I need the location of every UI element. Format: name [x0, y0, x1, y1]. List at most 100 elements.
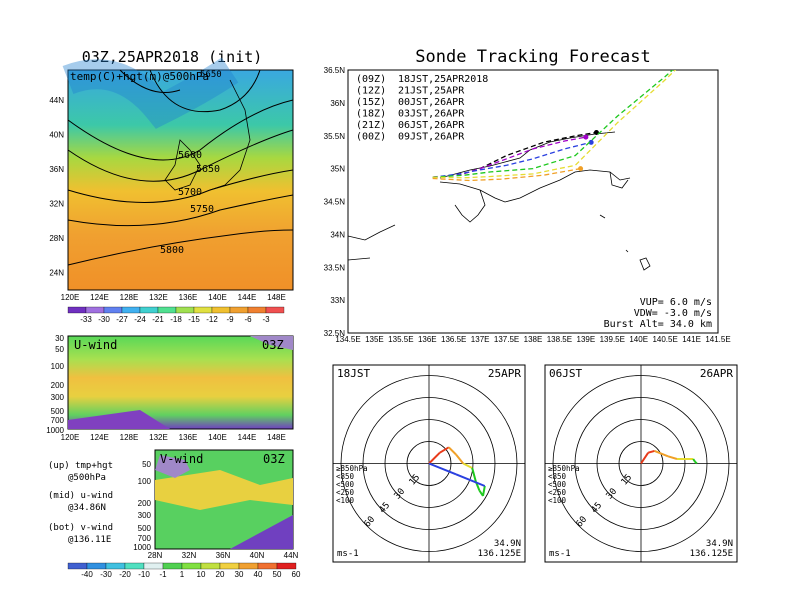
lat-tick-label: 24N	[49, 269, 64, 278]
colorbar-swatch	[181, 562, 202, 570]
run-legend-id: (09Z)	[356, 74, 386, 85]
lon-tick-label: 137E	[471, 335, 490, 344]
lon-tick-label: 132E	[149, 293, 168, 302]
contour-label: 5650	[196, 164, 220, 175]
colorbar-swatch	[276, 562, 297, 570]
p-tick-label: 1000	[133, 543, 151, 552]
hodograph-segment	[647, 449, 655, 454]
temp-colorbar: -33 -30 -27 -24 -21 -18 -15 -12 -9 -6 -3	[67, 306, 285, 324]
x-tick-label: 120E	[61, 433, 80, 442]
hodograph-segment	[428, 451, 441, 465]
lon-tick-label: 144E	[238, 293, 257, 302]
colorbar-swatch	[86, 562, 107, 570]
x-tick-label: 44N	[284, 551, 299, 560]
colorbar-tick-label: -30	[98, 315, 110, 324]
left-title: 03Z,25APR2018 (init)	[82, 48, 263, 66]
contour-label: 5800	[160, 245, 184, 256]
u-wind-time: 03Z	[262, 338, 284, 352]
wind-colorbar: -40 -30 -20 -10 -1 1 10 20 30 40 50 60	[67, 562, 301, 579]
lon-tick-label: 135E	[365, 335, 384, 344]
x-tick-label: 36N	[216, 551, 231, 560]
hodograph-segment	[694, 460, 698, 465]
hodograph-segment	[482, 485, 486, 497]
lon-tick-label: 140E	[629, 335, 648, 344]
hodograph-segment	[471, 467, 477, 482]
x-tick-label: 28N	[148, 551, 163, 560]
left-map: temp(C)+hgt(m)@500hPa 5650 5600 5650 570…	[62, 57, 294, 291]
lat-tick-label: 28N	[49, 234, 64, 243]
x-tick-label: 140E	[208, 433, 227, 442]
colorbar-swatch	[85, 306, 105, 314]
colorbar-swatch	[193, 306, 213, 314]
lon-tick-label: 148E	[267, 293, 286, 302]
lat-tick-label: 33N	[330, 296, 345, 305]
colorbar-tick-label: 30	[235, 570, 244, 579]
lon-tick-label: 139.5E	[600, 335, 625, 344]
colorbar-tick-label: -15	[188, 315, 200, 324]
lat-tick-label: 32.5N	[324, 329, 346, 338]
colorbar-tick-label: -33	[80, 315, 92, 324]
lon-tick-label: 138.5E	[547, 335, 572, 344]
colorbar-swatch	[200, 562, 221, 570]
lat-tick-label: 32N	[49, 200, 64, 209]
colorbar-swatch	[219, 562, 240, 570]
lon-tick-label: 135.5E	[388, 335, 413, 344]
x-tick-label: 32N	[182, 551, 197, 560]
p-tick-label: 300	[51, 393, 65, 402]
p-tick-label: 100	[51, 362, 65, 371]
lon-tick-label: 128E	[120, 293, 139, 302]
hodograph-time: 06JST	[549, 367, 582, 380]
colorbar-swatch	[162, 562, 183, 570]
run-legend: (09Z) 18JST,25APR2018 (12Z) 21JST,25APR (15Z…	[356, 74, 488, 143]
colorbar-swatch	[139, 306, 159, 314]
x-tick-label: 132E	[149, 433, 168, 442]
lon-tick-label: 139E	[577, 335, 596, 344]
contour-label: 5650	[200, 70, 222, 80]
level-legend: ≥850hPa	[548, 464, 580, 473]
colorbar-tick-label: -12	[206, 315, 218, 324]
run-legend-id: (00Z)	[356, 132, 386, 143]
legend-line: (up) tmp+hgt	[48, 461, 113, 471]
hodograph-time: 18JST	[337, 367, 370, 380]
hodograph-date: 25APR	[488, 367, 521, 380]
colorbar-tick-label: -21	[152, 315, 164, 324]
p-tick-label: 700	[51, 416, 65, 425]
right-lat-ticks: 36.5N 36N 35.5N 35N 34.5N 34N 33.5N 33N 32.5N	[324, 66, 346, 338]
colorbar-tick-label: -3	[262, 315, 270, 324]
lon-tick-label: 137.5E	[494, 335, 519, 344]
param-vdw: VDW= -3.0 m/s	[634, 308, 712, 319]
colorbar-tick-label: 10	[197, 570, 206, 579]
track-end-marker	[593, 129, 599, 135]
hodograph-segment	[439, 446, 450, 454]
lat-tick-label: 36N	[330, 99, 345, 108]
v-wind-label: V-wind	[160, 452, 203, 466]
colorbar-tick-label: 1	[180, 570, 185, 579]
colorbar-tick-label: 20	[216, 570, 225, 579]
colorbar-tick-label: -27	[116, 315, 128, 324]
colorbar-swatch	[211, 306, 231, 314]
colorbar-swatch	[103, 306, 123, 314]
p-tick-label: 30	[55, 334, 64, 343]
track-line	[432, 70, 674, 178]
track-line	[432, 141, 592, 178]
colorbar-tick-label: -9	[226, 315, 234, 324]
param-vup: VUP= 6.0 m/s	[640, 297, 712, 308]
p-tick-label: 700	[138, 534, 152, 543]
level-legend: ≥850hPa	[336, 464, 368, 473]
colorbar-tick-label: -10	[138, 570, 150, 579]
hodograph-date: 26APR	[700, 367, 733, 380]
level-legend: <850	[548, 472, 567, 481]
coastline	[347, 131, 651, 271]
colorbar-tick-label: -40	[81, 570, 93, 579]
right-title: Sonde Tracking Forecast	[415, 47, 650, 67]
run-legend-label: 09JST,26APR	[398, 132, 465, 143]
colorbar-swatch	[67, 562, 88, 570]
colorbar-swatch	[105, 562, 126, 570]
x-tick-label: 40N	[250, 551, 265, 560]
right-lon-ticks: 134.5E 135E 135.5E 136E 136.5E 137E 137.5E 138E…	[335, 335, 730, 344]
track-line	[432, 70, 677, 179]
level-legend: <500	[548, 480, 567, 489]
colorbar-swatch	[247, 306, 267, 314]
colorbar-swatch	[265, 306, 285, 314]
